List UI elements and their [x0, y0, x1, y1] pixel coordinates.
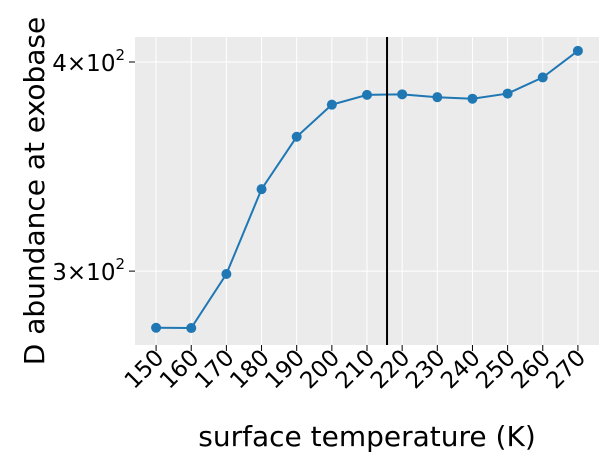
data-point — [291, 131, 302, 142]
data-point — [537, 72, 548, 83]
data-point — [502, 88, 513, 99]
data-point — [362, 89, 372, 100]
data-point — [151, 322, 162, 333]
data-point — [432, 92, 443, 103]
y-tick-label: 4×102 — [52, 46, 125, 77]
data-point — [256, 184, 267, 195]
y-ticks: 3×102 4×102 — [52, 46, 135, 286]
grid — [135, 37, 599, 345]
x-tick-label: 270 — [542, 345, 591, 394]
data-point — [221, 269, 232, 280]
data-point — [326, 99, 337, 110]
y-axis-label: D abundance at exobase — [18, 17, 51, 365]
data-point — [572, 45, 583, 56]
data-point — [467, 93, 478, 104]
y-tick-label: 3×102 — [52, 255, 125, 286]
x-axis-label: surface temperature (K) — [198, 420, 536, 453]
data-point — [397, 89, 408, 100]
data-point — [186, 323, 197, 334]
series-layer — [151, 45, 583, 334]
